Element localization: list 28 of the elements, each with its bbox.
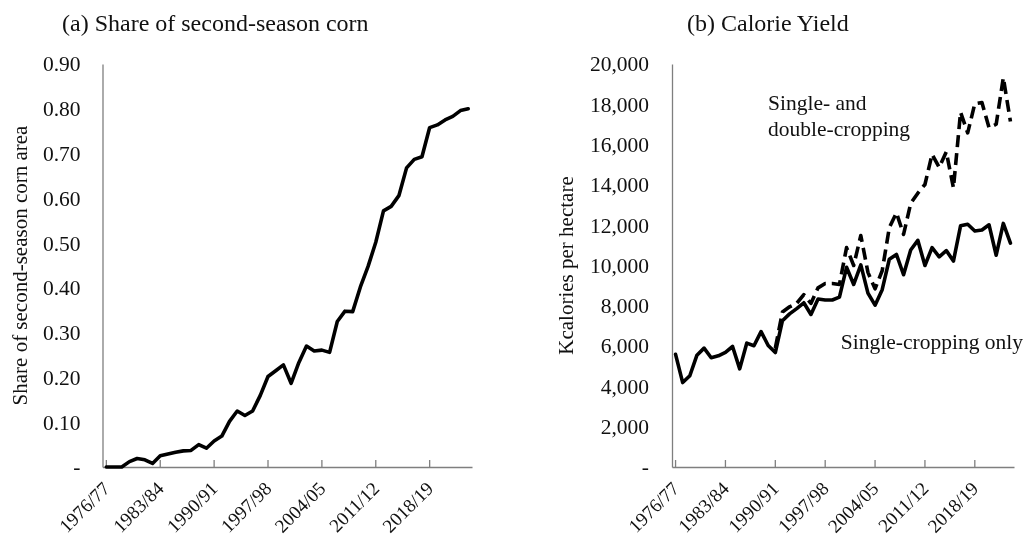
- y-tick-label: 20,000: [589, 52, 649, 77]
- y-tick-label: 4,000: [600, 374, 649, 399]
- y-tick-label: 2,000: [600, 415, 649, 440]
- y-tick-label: -: [641, 455, 649, 480]
- y-tick-label: 12,000: [589, 213, 649, 238]
- chart-title: (a) Share of second-season corn: [62, 10, 369, 36]
- y-tick-label: 0.80: [42, 97, 81, 122]
- y-tick-label: -: [73, 455, 81, 480]
- y-tick-label: 0.10: [42, 410, 81, 435]
- y-axis-title: Share of second-season corn area: [8, 124, 32, 406]
- y-tick-label: 0.70: [42, 141, 81, 166]
- y-axis-title: Kcalories per hectare: [554, 176, 578, 355]
- y-tick-label: 18,000: [589, 92, 649, 117]
- y-tick-label: 0.60: [42, 186, 81, 211]
- y-tick-label: 6,000: [600, 334, 649, 359]
- y-tick-label: 8,000: [600, 294, 649, 319]
- y-tick-label: 16,000: [589, 132, 649, 157]
- series-label: Single-cropping only: [840, 330, 1024, 354]
- y-tick-label: 10,000: [589, 253, 649, 278]
- chart-title: (b) Calorie Yield: [687, 10, 849, 36]
- y-tick-label: 0.50: [42, 231, 81, 256]
- line-series: [104, 106, 470, 469]
- y-tick-label: 0.20: [42, 365, 81, 390]
- y-tick-label: 0.90: [42, 52, 81, 77]
- y-tick-label: 0.30: [42, 321, 81, 346]
- series-label: Single- and double-cropping: [768, 91, 911, 141]
- y-tick-label: 14,000: [589, 173, 649, 198]
- y-tick-label: 0.40: [42, 276, 81, 301]
